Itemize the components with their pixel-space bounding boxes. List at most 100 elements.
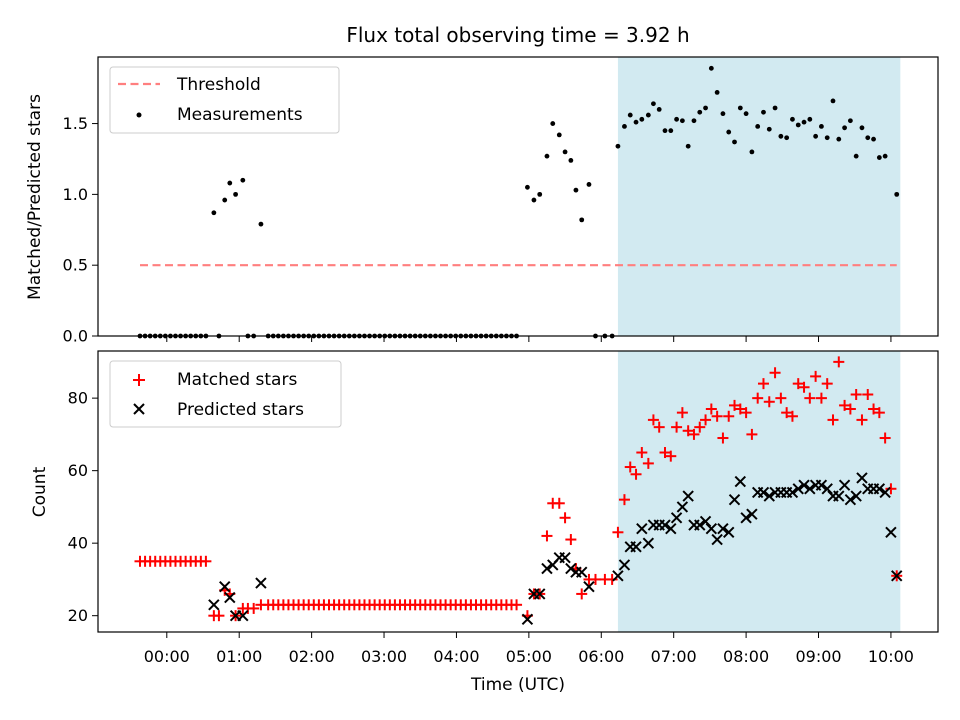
bottom-legend: Matched stars Predicted stars xyxy=(109,360,342,428)
matched-star-point-121 xyxy=(810,370,822,382)
matched-star-point-115 xyxy=(775,392,787,404)
measurement-point-110 xyxy=(749,149,755,155)
measurement-point-87 xyxy=(615,143,621,149)
matched-star-point-134 xyxy=(885,483,897,495)
matched-star-point-94 xyxy=(653,421,665,433)
measurement-point-124 xyxy=(830,98,836,104)
matched-star-point-116 xyxy=(781,407,793,419)
matched-star-point-88 xyxy=(618,494,630,506)
measurement-points xyxy=(137,65,900,339)
matched-star-point-89 xyxy=(624,461,636,473)
chart-title: Flux total observing time = 3.92 h xyxy=(346,23,689,47)
measurement-point-88 xyxy=(622,123,627,129)
matched-star-point-21 xyxy=(248,602,260,614)
matched-star-point-109 xyxy=(740,407,752,419)
predicted-star-point-22 xyxy=(642,537,655,549)
measurement-point-97 xyxy=(674,116,679,122)
measurement-point-19 xyxy=(240,177,246,183)
matched-star-point-101 xyxy=(694,421,706,433)
measurement-point-131 xyxy=(871,136,876,142)
predicted-star-point-4 xyxy=(237,609,249,622)
matched-star-point-82 xyxy=(576,588,588,600)
predicted-star-point-57 xyxy=(844,493,857,506)
predicted-star-point-20 xyxy=(630,541,642,553)
matched-star-point-91 xyxy=(636,447,648,459)
predicted-star-point-62 xyxy=(873,483,886,495)
predicted-star-point-32 xyxy=(699,515,712,528)
measurement-point-96 xyxy=(668,128,674,134)
top-y-tick-label-2: 1.0 xyxy=(63,185,88,204)
measurement-point-108 xyxy=(737,105,743,111)
matched-star-point-93 xyxy=(647,414,659,426)
measurement-point-105 xyxy=(720,111,726,117)
predicted-star-point-15 xyxy=(576,566,588,578)
x-axis-label: Time (UTC) xyxy=(470,675,565,695)
top-y-ticks: 0.0 0.5 1.0 1.5 xyxy=(63,114,98,346)
legend-matched-label: Matched stars xyxy=(177,370,297,390)
predicted-star-point-48 xyxy=(792,483,804,495)
top-highlight-span xyxy=(617,57,901,336)
measurement-point-123 xyxy=(824,135,830,141)
matched-star-point-105 xyxy=(717,432,729,444)
measurement-point-18 xyxy=(233,191,238,197)
measurement-point-100 xyxy=(691,118,697,124)
measurement-point-94 xyxy=(656,107,662,112)
predicted-star-point-28 xyxy=(676,501,689,513)
measurement-point-127 xyxy=(847,118,853,124)
matched-star-point-123 xyxy=(821,378,833,390)
predicted-star-point-59 xyxy=(856,472,868,484)
matched-star-point-99 xyxy=(682,425,694,437)
top-y-tick-label-3: 1.5 xyxy=(63,114,88,133)
measurement-point-132 xyxy=(876,155,882,160)
measurement-point-126 xyxy=(842,125,847,131)
matched-star-point-107 xyxy=(729,399,741,411)
measurement-point-77 xyxy=(550,121,556,126)
legend-threshold-label: Threshold xyxy=(176,75,261,95)
matched-star-point-90 xyxy=(630,468,642,480)
predicted-star-point-36 xyxy=(723,526,735,538)
measurement-point-14 xyxy=(211,210,217,216)
matched-star-point-76 xyxy=(541,530,553,542)
matched-star-point-126 xyxy=(839,399,851,411)
matched-star-point-111 xyxy=(752,392,764,404)
legend-matched-swatch xyxy=(133,374,145,386)
top-axes-frame xyxy=(97,56,939,337)
measurement-point-112 xyxy=(761,109,766,115)
measurement-point-22 xyxy=(258,221,264,227)
predicted-star-point-39 xyxy=(740,512,752,524)
predicted-star-point-37 xyxy=(728,493,741,506)
top-x-ticks xyxy=(166,336,892,342)
matched-star-point-103 xyxy=(705,403,717,415)
measurement-point-81 xyxy=(573,187,579,193)
predicted-star-point-58 xyxy=(850,490,862,502)
matched-star-point-96 xyxy=(665,450,677,462)
predicted-star-point-65 xyxy=(891,570,903,582)
measurement-point-75 xyxy=(537,191,543,197)
x-tick-label-10: 10:00 xyxy=(868,647,914,666)
predicted-star-point-1 xyxy=(219,580,231,593)
bottom-axes-frame xyxy=(97,350,939,633)
measurement-point-80 xyxy=(568,157,574,163)
measurement-point-116 xyxy=(784,135,790,141)
measurement-point-111 xyxy=(755,123,761,129)
predicted-star-point-17 xyxy=(612,570,624,582)
measurement-point-120 xyxy=(807,116,813,122)
predicted-star-point-5 xyxy=(255,577,267,589)
x-tick-label-4: 04:00 xyxy=(433,647,479,666)
measurement-point-134 xyxy=(894,191,900,197)
matched-star-point-98 xyxy=(676,407,688,419)
predicted-star-point-56 xyxy=(838,479,851,491)
measurement-point-130 xyxy=(865,135,871,141)
matched-star-point-113 xyxy=(763,396,775,408)
matched-star-point-72 xyxy=(511,599,523,611)
measurement-point-122 xyxy=(819,123,824,129)
measurement-point-17 xyxy=(227,180,233,186)
measurement-point-113 xyxy=(766,126,772,132)
bottom-y-axis-label: Count xyxy=(30,466,50,517)
predicted-star-point-40 xyxy=(746,508,758,520)
predicted-star-point-31 xyxy=(694,519,706,531)
measurement-point-16 xyxy=(222,197,228,203)
predicted-star-point-8 xyxy=(534,588,546,600)
matched-star-point-127 xyxy=(844,403,856,415)
